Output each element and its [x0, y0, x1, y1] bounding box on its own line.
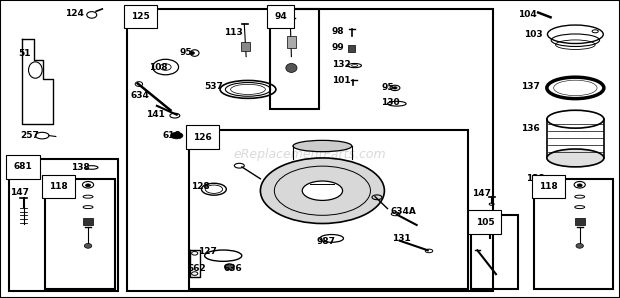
Text: 147: 147 [10, 188, 29, 197]
Ellipse shape [260, 158, 384, 224]
Text: 662: 662 [188, 264, 206, 273]
Text: 95: 95 [180, 48, 192, 57]
Bar [534, 179, 613, 289]
Text: 138: 138 [526, 174, 544, 183]
Text: 126: 126 [193, 133, 212, 142]
Text: 103: 103 [524, 30, 542, 39]
Bar [9, 159, 118, 291]
Text: 987: 987 [316, 237, 335, 246]
Text: 618: 618 [162, 131, 181, 140]
Text: 138: 138 [71, 163, 90, 172]
Ellipse shape [576, 243, 583, 248]
Text: 95: 95 [381, 83, 394, 92]
Text: 634A: 634A [391, 207, 417, 216]
Text: 104: 104 [518, 10, 536, 19]
Text: 681: 681 [14, 162, 32, 171]
Bar [348, 45, 355, 52]
Bar [471, 215, 518, 289]
Text: 118: 118 [49, 182, 68, 191]
Text: 132: 132 [332, 60, 350, 69]
Text: 98: 98 [332, 27, 344, 36]
Bar [575, 218, 585, 225]
Ellipse shape [393, 87, 397, 89]
Bar [189, 130, 468, 289]
Bar [45, 179, 115, 289]
Ellipse shape [303, 181, 342, 200]
Text: 537: 537 [205, 82, 223, 91]
Text: 113: 113 [224, 28, 243, 37]
Text: 105: 105 [476, 218, 494, 226]
Text: 131: 131 [392, 234, 411, 243]
Ellipse shape [547, 149, 604, 167]
Ellipse shape [293, 140, 352, 152]
Text: 124: 124 [65, 9, 84, 18]
Text: 147: 147 [472, 189, 492, 198]
Ellipse shape [224, 264, 234, 270]
Text: 118: 118 [539, 182, 557, 191]
Ellipse shape [170, 132, 183, 139]
Text: 636: 636 [223, 264, 242, 273]
Text: 99: 99 [332, 43, 345, 52]
Text: 137: 137 [521, 82, 539, 91]
Ellipse shape [190, 52, 194, 55]
Text: 257: 257 [20, 131, 39, 140]
Text: 128: 128 [191, 182, 210, 191]
Text: 136: 136 [521, 124, 539, 133]
Bar [270, 9, 319, 109]
Text: 101: 101 [332, 76, 350, 85]
Text: 94: 94 [274, 12, 287, 21]
Text: 51: 51 [19, 49, 31, 58]
Text: 130: 130 [381, 98, 400, 107]
Text: 141: 141 [146, 110, 164, 119]
Text: 125: 125 [131, 12, 150, 21]
Bar [287, 36, 296, 48]
Ellipse shape [577, 184, 582, 187]
Text: 127: 127 [198, 247, 217, 256]
Text: eReplacementParts.com: eReplacementParts.com [234, 148, 386, 162]
Text: 108: 108 [149, 63, 167, 72]
Bar [127, 9, 493, 291]
Ellipse shape [286, 63, 297, 72]
Ellipse shape [84, 243, 92, 248]
Ellipse shape [86, 184, 91, 187]
Bar [83, 218, 93, 225]
Text: 634: 634 [130, 91, 149, 100]
Ellipse shape [554, 80, 597, 96]
Bar [241, 42, 250, 51]
